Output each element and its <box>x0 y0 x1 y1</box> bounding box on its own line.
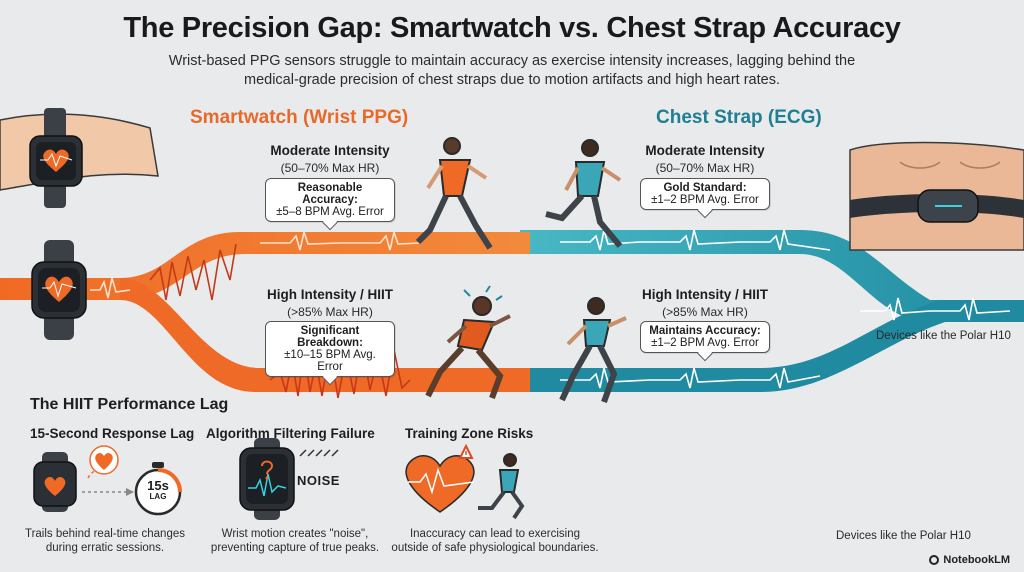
smartwatch-heading: Smartwatch (Wrist PPG) <box>190 107 409 128</box>
orange-ribbon-bottom <box>120 278 530 392</box>
sw-high-title: High Intensity / HIIT <box>266 287 393 302</box>
cs-high-callout-body: ±1–2 BPM Avg. Error <box>651 337 759 349</box>
ecg-trace-bottom <box>560 367 821 389</box>
ppg-trace-top <box>260 229 421 251</box>
page-subtitle: Wrist-based PPG sensors struggle to main… <box>168 53 856 88</box>
heart-warning-icon <box>405 443 475 513</box>
runner-watch-moderate <box>415 137 493 250</box>
chest-strap-illustration <box>849 141 1024 251</box>
sw-high-callout: Significant Breakdown: ±10–15 BPM Avg. E… <box>265 321 395 377</box>
cs-high-callout: Maintains Accuracy: ±1–2 BPM Avg. Error <box>640 321 770 353</box>
ppg-trace-left <box>90 277 131 299</box>
sw-high-callout-body: ±10–15 BPM Avg. Error <box>284 349 376 373</box>
brand-name: NotebookLM <box>943 554 1010 566</box>
lag-desc-response: Trails behind real-time changes during e… <box>10 527 200 555</box>
sw-moderate-callout: Reasonable Accuracy: ±5–8 BPM Avg. Error <box>265 178 395 222</box>
cs-high-range: (>85% Max HR) <box>662 305 748 319</box>
lag-desc-filtering-1: Wrist motion creates "noise", <box>221 528 369 540</box>
noise-watch-icon <box>239 438 339 520</box>
stopwatch-label-top: 15s <box>147 478 169 493</box>
runner-small-icon <box>478 453 525 520</box>
teal-ribbon-bottom <box>520 300 1024 392</box>
noise-label: NOISE <box>297 473 340 488</box>
sw-high-callout-title: Significant Breakdown: <box>297 325 363 349</box>
lag-desc-filtering-2: preventing capture of true peaks. <box>210 542 380 554</box>
lag-desc-response-1: Trails behind real-time changes <box>24 528 185 540</box>
sw-high-range: (>85% Max HR) <box>287 305 373 319</box>
ppg-trace-erratic <box>149 243 237 301</box>
stopwatch-label: 15s LAG <box>140 479 176 501</box>
lag-desc-zones-1: Inaccuracy can lead to exercising <box>409 528 581 540</box>
lag-title-response: 15-Second Response Lag <box>30 426 195 441</box>
page-title: The Precision Gap: Smartwatch vs. Chest … <box>123 12 901 44</box>
sw-moderate-range: (50–70% Max HR) <box>280 161 380 175</box>
wrist-watch-illustration <box>0 108 159 208</box>
chest-strap-heading: Chest Strap (ECG) <box>656 107 822 128</box>
sw-moderate-callout-body: ±5–8 BPM Avg. Error <box>276 206 384 218</box>
stopwatch-label-bottom: LAG <box>149 492 167 501</box>
runner-strap-high <box>559 297 627 404</box>
sw-moderate-title: Moderate Intensity <box>270 143 390 158</box>
watch-left-illustration <box>31 240 87 340</box>
runner-strap-moderate <box>545 139 623 248</box>
device-note-top: Devices like the Polar H10 <box>876 330 1011 342</box>
cs-moderate-title: Moderate Intensity <box>645 143 765 158</box>
cs-high-title: High Intensity / HIIT <box>641 287 768 302</box>
lag-desc-response-2: during erratic sessions. <box>45 542 165 554</box>
cs-moderate-callout-title: Gold Standard: <box>663 182 747 194</box>
lag-heading: The HIIT Performance Lag <box>30 396 229 413</box>
runner-watch-high <box>425 285 511 400</box>
cs-moderate-range: (50–70% Max HR) <box>655 161 755 175</box>
brand-logo: NotebookLM <box>929 554 1010 566</box>
lag-title-zones: Training Zone Risks <box>405 426 534 441</box>
lag-title-filtering: Algorithm Filtering Failure <box>206 426 375 441</box>
ecg-trace-top <box>560 229 831 251</box>
sw-moderate-callout-title: Reasonable Accuracy: <box>297 182 363 206</box>
lag-desc-zones-2: outside of safe physiological boundaries… <box>391 542 599 554</box>
cs-high-callout-title: Maintains Accuracy: <box>649 325 761 337</box>
cs-moderate-callout: Gold Standard: ±1–2 BPM Avg. Error <box>640 178 770 210</box>
lag-desc-filtering: Wrist motion creates "noise", preventing… <box>200 527 390 555</box>
brand-icon <box>929 555 940 565</box>
stopwatch-icon <box>134 462 182 516</box>
lag-watch-icon <box>33 445 134 512</box>
ecg-trace-right <box>860 297 1011 321</box>
lag-desc-zones: Inaccuracy can lead to exercising outsid… <box>380 527 610 555</box>
cs-moderate-callout-body: ±1–2 BPM Avg. Error <box>651 194 759 206</box>
device-note-bottom: Devices like the Polar H10 <box>836 530 971 542</box>
